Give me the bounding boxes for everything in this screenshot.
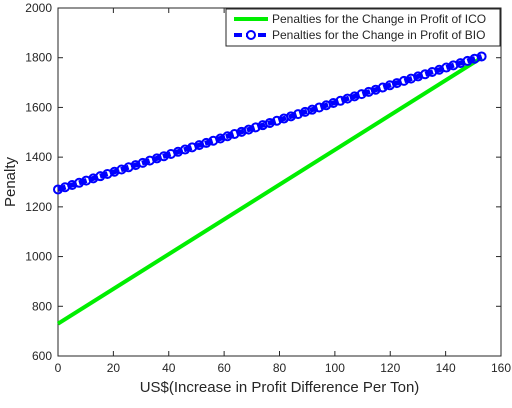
y-axis-label: Penalty	[2, 156, 19, 207]
legend: Penalties for the Change in Profit of IC…	[225, 8, 501, 47]
series-line-bio	[57, 54, 483, 192]
y-tick-label: 1000	[25, 250, 52, 264]
series-point-bio	[476, 51, 487, 62]
y-tick-label: 1600	[25, 100, 52, 114]
x-tick-label: 80	[273, 361, 287, 375]
x-axis-ticks: 0 20 40 60 80 100 120 140 160	[55, 8, 511, 375]
x-tick-label: 0	[55, 361, 62, 375]
legend-entry-ico: Penalties for the Change in Profit of IC…	[234, 12, 486, 26]
y-tick-label: 1400	[25, 150, 52, 164]
x-axis-label: US$(Increase in Profit Difference Per To…	[140, 379, 420, 396]
plot-area	[57, 7, 502, 357]
x-tick-label: 20	[107, 361, 121, 375]
x-tick-label: 140	[436, 361, 456, 375]
series-layer	[53, 51, 487, 326]
y-tick-label: 2000	[25, 1, 52, 15]
legend-label-bio: Penalties for the Change in Profit of BI…	[272, 28, 485, 42]
y-tick-label: 1800	[25, 51, 52, 65]
x-tick-label: 40	[162, 361, 176, 375]
x-tick-label: 120	[380, 361, 400, 375]
y-tick-label: 1200	[25, 200, 52, 214]
legend-box	[225, 8, 501, 47]
series-line-ico	[56, 56, 483, 326]
x-tick-label: 100	[325, 361, 345, 375]
x-tick-label: 60	[217, 361, 231, 375]
y-axis-ticks: 600 800 1000 1200 1400 1600 1800 2000	[25, 1, 501, 363]
x-tick-label: 160	[491, 361, 511, 375]
legend-entry-bio: Penalties for the Change in Profit of BI…	[234, 28, 485, 42]
legend-label-ico: Penalties for the Change in Profit of IC…	[272, 12, 486, 26]
y-tick-label: 800	[32, 299, 52, 313]
legend-marker-bio	[246, 30, 256, 40]
y-tick-label: 600	[32, 349, 52, 363]
